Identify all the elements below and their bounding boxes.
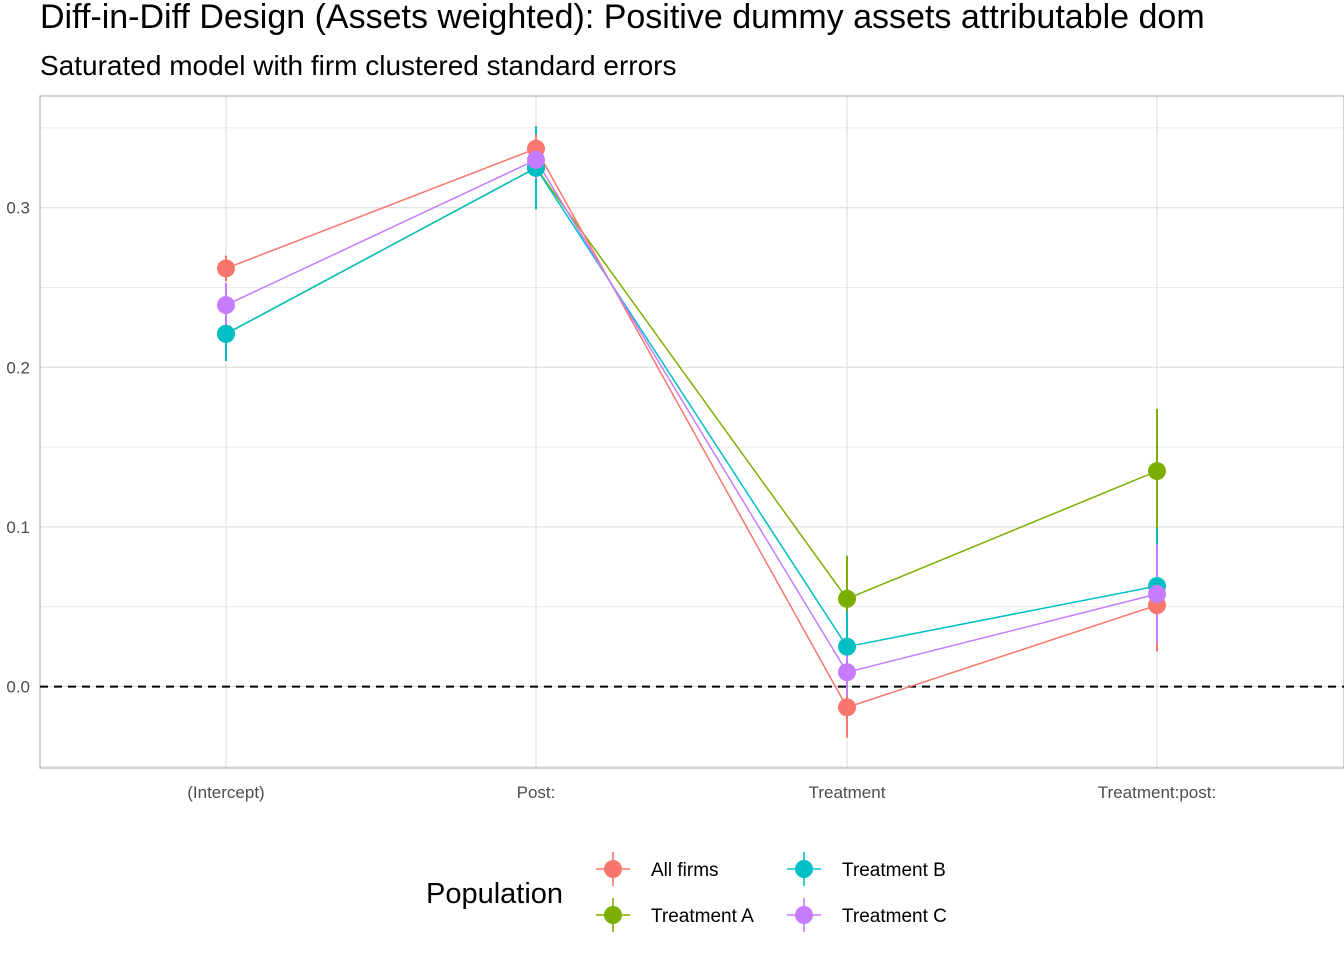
legend-item: Treatment A <box>596 898 754 932</box>
data-point <box>217 296 235 315</box>
series-line <box>225 147 1158 709</box>
legend-title: Population <box>426 878 563 910</box>
legend-key-point <box>604 906 622 924</box>
series-layer <box>217 126 1166 738</box>
legend-key-point <box>604 860 622 878</box>
panel-background <box>40 96 1344 768</box>
legend-item: Treatment B <box>787 852 946 886</box>
data-point <box>838 698 856 717</box>
data-point <box>1148 585 1166 604</box>
data-point <box>527 150 545 169</box>
legend-label: All firms <box>651 860 719 881</box>
legend-item: Treatment C <box>787 898 947 932</box>
y-tick-label: 0.0 <box>6 678 30 697</box>
x-tick-label: Treatment <box>809 783 886 802</box>
series-line <box>225 166 1158 648</box>
legend-key-point <box>795 906 813 924</box>
data-point <box>838 663 856 682</box>
legend-item: All firms <box>596 852 719 886</box>
plot-panel <box>39 95 1344 769</box>
legend-key-point <box>795 860 813 878</box>
data-point <box>1148 462 1166 481</box>
y-tick-label: 0.1 <box>6 518 30 537</box>
chart-title: Diff-in-Diff Design (Assets weighted): P… <box>40 0 1205 36</box>
x-tick-label: Treatment:post: <box>1098 783 1216 802</box>
x-axis-ticks: (Intercept) Post: Treatment Treatment:post: <box>187 783 1216 802</box>
y-tick-label: 0.3 <box>6 199 30 218</box>
data-point <box>217 259 235 278</box>
data-point <box>838 637 856 656</box>
legend-label: Treatment C <box>842 906 947 927</box>
y-axis-ticks: 0.0 0.1 0.2 0.3 <box>6 199 30 697</box>
panel-border <box>39 95 1344 769</box>
x-tick-label: (Intercept) <box>187 783 264 802</box>
chart-subtitle: Saturated model with firm clustered stan… <box>40 50 677 81</box>
series-line <box>225 158 1158 674</box>
legend-label: Treatment B <box>842 860 946 881</box>
legend-label: Treatment A <box>651 906 754 927</box>
y-tick-label: 0.2 <box>6 358 30 377</box>
x-tick-label: Post: <box>517 783 556 802</box>
legend: Population All firms Treatment A Treatment… <box>426 852 947 932</box>
data-point <box>217 324 235 343</box>
data-point <box>838 589 856 608</box>
